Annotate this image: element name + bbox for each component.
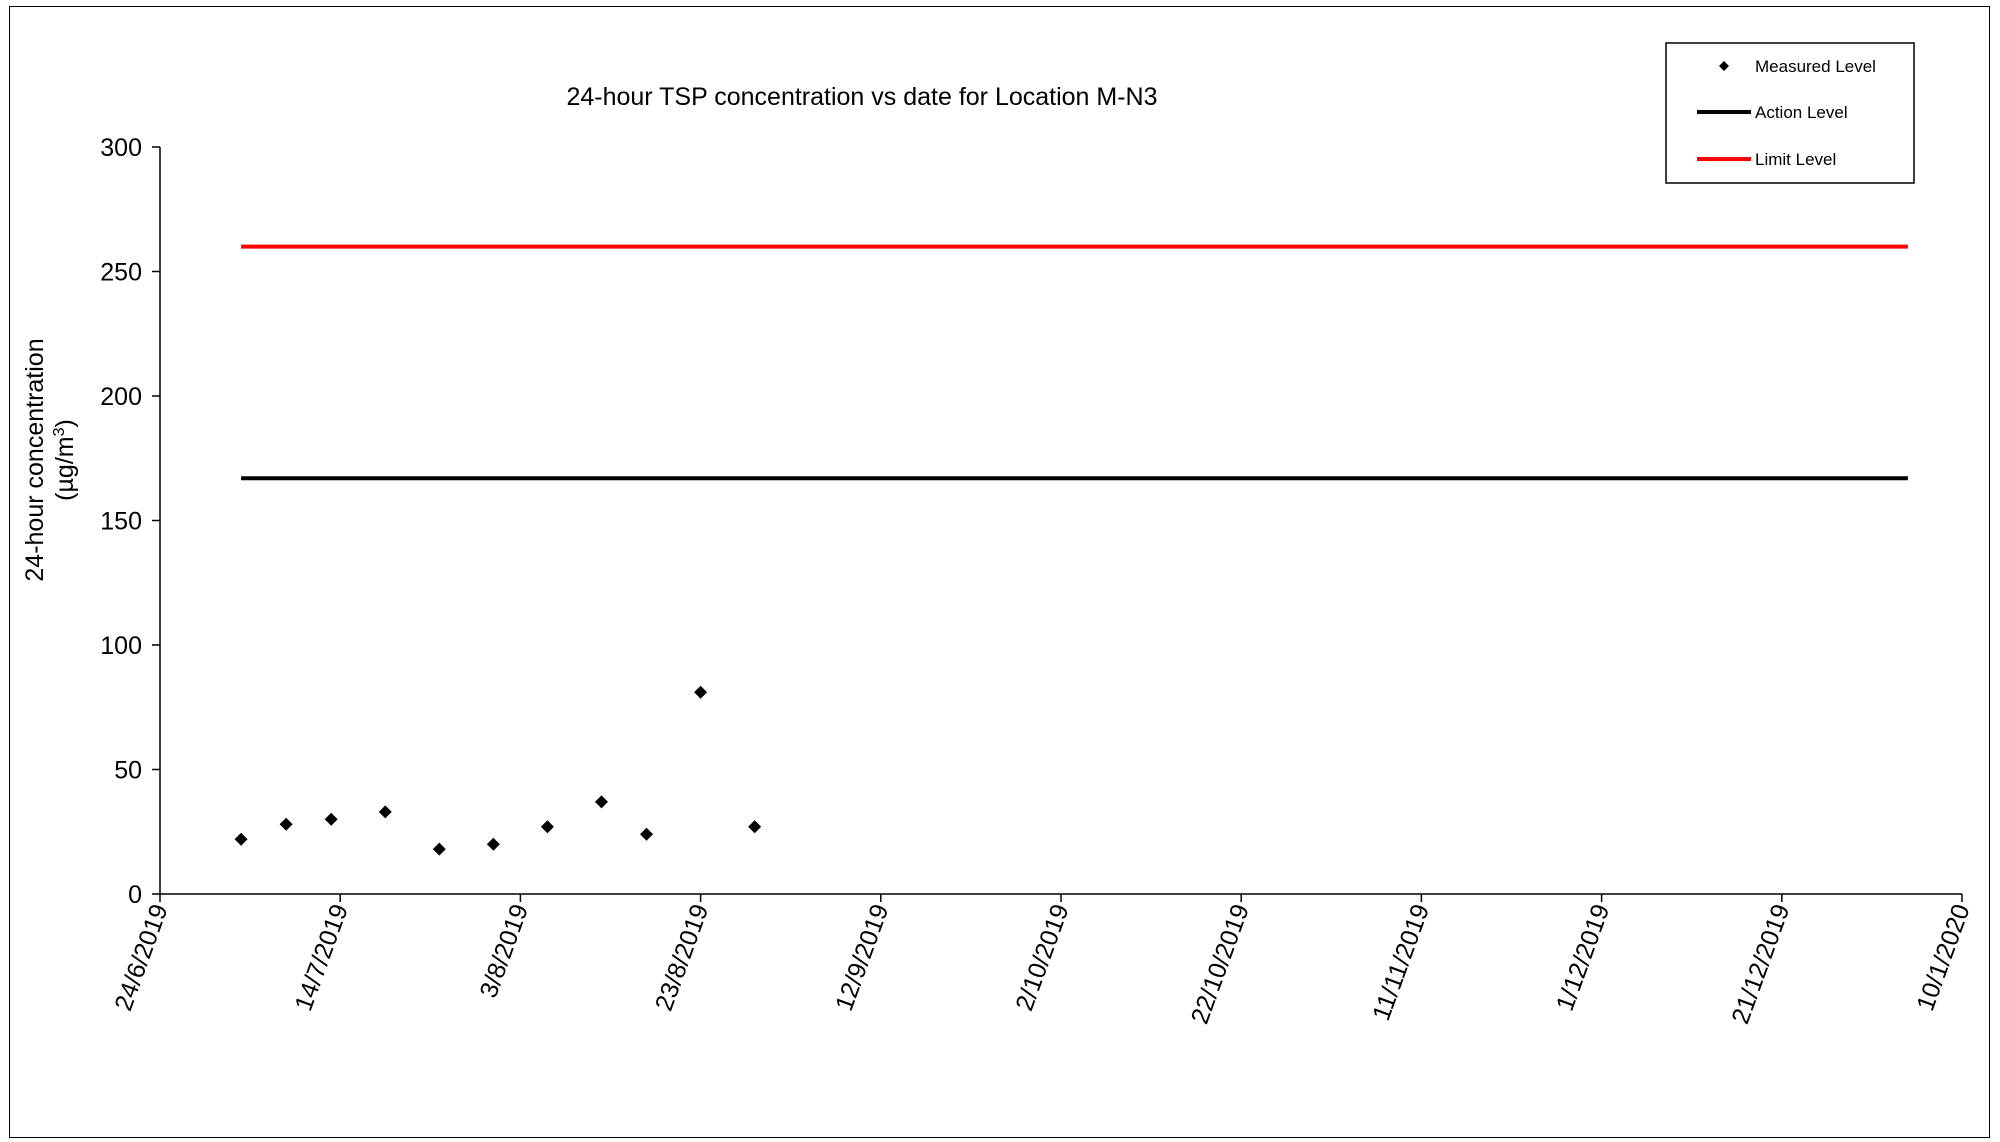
x-tick-label: 22/10/2019	[1186, 900, 1255, 1027]
data-point	[279, 817, 293, 831]
data-point	[748, 820, 762, 834]
y-tick-label: 0	[128, 881, 142, 909]
data-point	[324, 812, 338, 826]
legend-item-action-level: Action Level	[1697, 103, 1848, 122]
legend-item-limit-level: Limit Level	[1697, 150, 1836, 169]
x-tick-label: 14/7/2019	[289, 900, 353, 1014]
y-tick-label: 250	[100, 259, 142, 287]
x-tick-label: 2/10/2019	[1010, 900, 1074, 1014]
x-tick-label: 24/6/2019	[109, 900, 173, 1014]
y-ticks: 0 50 100 150 200 250 300	[100, 134, 160, 909]
y-axis-unit-sup: 3	[51, 427, 68, 436]
x-tick-label: 11/11/2019	[1367, 900, 1435, 1024]
x-tick-label: 1/12/2019	[1551, 900, 1615, 1014]
y-axis-unit-suffix: )	[51, 419, 79, 427]
y-tick-label: 150	[100, 508, 142, 536]
x-tick-label: 23/8/2019	[650, 900, 714, 1014]
legend-swatch	[1719, 61, 1729, 71]
x-ticks: 24/6/2019 14/7/2019 3/8/2019 23/8/2019 12/9/…	[109, 894, 1976, 1028]
x-tick-label: 21/12/2019	[1726, 900, 1795, 1027]
axes	[159, 147, 1962, 895]
x-tick-label: 12/9/2019	[830, 900, 894, 1014]
y-tick-label: 50	[114, 757, 142, 785]
chart-frame	[9, 6, 1990, 1138]
data-point	[640, 827, 654, 841]
data-point	[694, 685, 708, 699]
legend-label: Action Level	[1755, 103, 1848, 122]
data-point	[486, 837, 500, 851]
data-point	[594, 795, 608, 809]
y-axis-label: 24-hour concentration	[21, 338, 49, 581]
y-tick-label: 200	[100, 383, 142, 411]
legend: Measured Level Action Level Limit Level	[1665, 42, 1915, 184]
y-tick-label: 100	[100, 632, 142, 660]
series-layer	[234, 244, 1908, 856]
legend-label: Limit Level	[1755, 150, 1836, 169]
y-tick-label: 300	[100, 134, 142, 162]
legend-item-measured-level: Measured Level	[1719, 57, 1876, 76]
chart-title: 24-hour TSP concentration vs date for Lo…	[566, 83, 1157, 111]
data-point	[540, 820, 554, 834]
y-axis-unit-prefix: (µg/m	[51, 436, 79, 500]
x-tick-label: 10/1/2020	[1911, 900, 1975, 1014]
series-measured-level	[234, 685, 762, 856]
data-point	[234, 832, 248, 846]
x-tick-label: 3/8/2019	[474, 900, 534, 1001]
legend-label: Measured Level	[1755, 57, 1876, 76]
data-point	[432, 842, 446, 856]
y-axis-unit: (µg/m3)	[51, 419, 79, 501]
data-point	[378, 805, 392, 819]
y-axis-title: 24-hour concentration (µg/m3)	[21, 338, 79, 581]
